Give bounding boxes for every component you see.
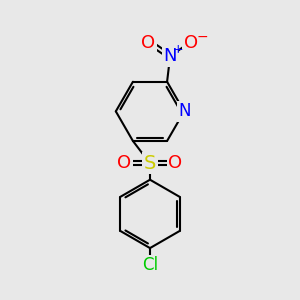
Text: N: N xyxy=(178,102,190,120)
Text: S: S xyxy=(144,154,156,173)
Text: +: + xyxy=(173,44,184,56)
Text: −: − xyxy=(197,30,208,44)
Text: O: O xyxy=(141,34,155,52)
Text: O: O xyxy=(169,154,183,172)
Text: O: O xyxy=(117,154,131,172)
Text: Cl: Cl xyxy=(142,256,158,274)
Text: O: O xyxy=(184,34,198,52)
Text: N: N xyxy=(163,47,177,65)
